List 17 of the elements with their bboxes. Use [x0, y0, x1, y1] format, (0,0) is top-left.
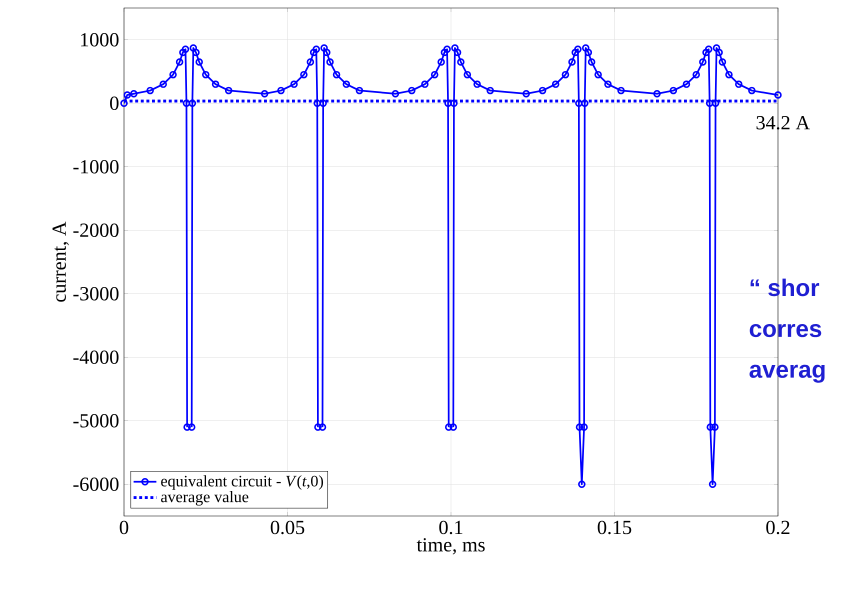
legend-label: average value	[161, 491, 248, 506]
x-tick-label: 0.05	[270, 520, 304, 534]
x-tick-label: 0.1	[439, 520, 462, 534]
y-axis-title: current, A	[52, 222, 69, 302]
y-tick-label: -5000	[73, 414, 119, 428]
y-tick-label: -1000	[73, 160, 119, 174]
x-tick-label: 0.2	[766, 520, 790, 534]
x-axis-title: time, ms	[416, 538, 485, 554]
x-tick-label: 0	[120, 520, 128, 534]
y-tick-label: 0	[110, 96, 119, 110]
y-tick-label: -6000	[73, 477, 119, 491]
y-tick-label: -3000	[73, 286, 119, 300]
legend-label: equivalent circuit - V(t,0)	[161, 475, 324, 490]
y-tick-label: -2000	[73, 224, 119, 237]
y-tick-label: 1000	[81, 33, 119, 46]
x-tick-label: 0.15	[598, 520, 632, 534]
y-tick-label: -4000	[73, 350, 119, 364]
